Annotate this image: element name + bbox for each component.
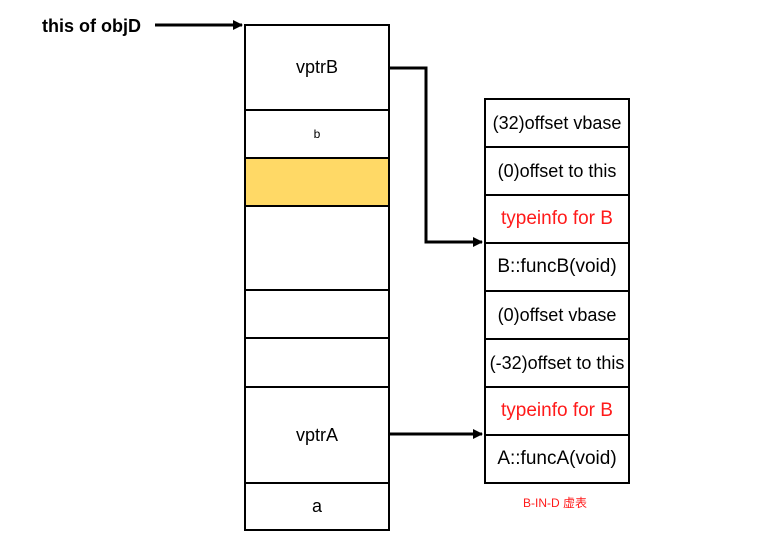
vptrb-arrow [390,66,483,247]
object-cell-label: vptrA [295,424,338,445]
vtable-entry-text: typeinfo for B [501,208,613,229]
vtable-entry: (-32)offset to this [484,338,630,388]
this-pointer-label: this of objD [42,16,141,36]
vtable-entry-text: B::funcB(void) [497,256,617,277]
vtable-entry-text: (0)offset vbase [497,304,617,325]
vtable-entry-text: (32)offset vbase [492,112,622,133]
object-cell-blank [244,289,390,339]
object-cell-highlight [244,157,390,207]
vtable-entry: (0)offset vbase [484,290,630,340]
object-cell-a: a [244,482,390,531]
vtable-entry-text: A::funcA(void) [497,448,617,469]
vtable-entry-typeinfo: typeinfo for B [484,194,630,244]
vtable-entry: (32)offset vbase [484,98,630,148]
object-cell-label: b [313,127,321,141]
object-cell-blank [244,205,390,291]
vtable-entry-text: (0)offset to this [497,160,617,181]
object-cell-vptrb: vptrB [244,24,390,111]
vtable-entry: (0)offset to this [484,146,630,196]
object-cell-blank [244,337,390,388]
object-cell-label: a [311,496,322,516]
vtable-entry-typeinfo: typeinfo for B [484,386,630,436]
vtable-caption: B-IN-D 虚表 [523,496,587,510]
object-cell-vptra: vptrA [244,386,390,484]
vtable-entry-text: (-32)offset to this [489,352,625,373]
vtable-entry: A::funcA(void) [484,434,630,484]
vtable-entry: B::funcB(void) [484,242,630,292]
vtable-entry-text: typeinfo for B [501,400,613,421]
object-cell-b: b [244,109,390,159]
object-cell-label: vptrB [295,57,338,77]
